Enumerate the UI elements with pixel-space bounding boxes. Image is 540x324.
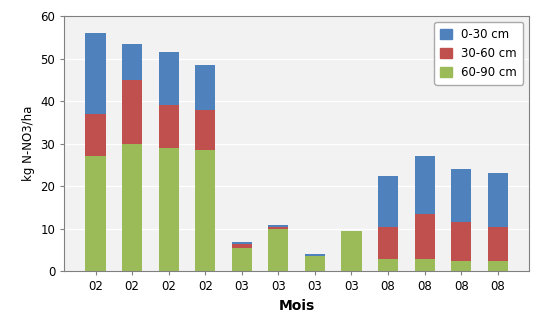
Bar	[195, 65, 215, 110]
Bar	[85, 33, 106, 114]
Bar	[268, 225, 288, 227]
Bar	[85, 156, 106, 271]
Bar	[415, 156, 435, 214]
Bar	[305, 254, 325, 256]
Bar	[415, 259, 435, 271]
Bar	[268, 229, 288, 271]
Bar	[268, 227, 288, 229]
Bar	[195, 150, 215, 271]
Bar	[159, 148, 179, 271]
Bar	[232, 241, 252, 244]
Bar	[159, 105, 179, 148]
Bar	[232, 248, 252, 271]
Bar	[451, 222, 471, 261]
Legend: 0-30 cm, 30-60 cm, 60-90 cm: 0-30 cm, 30-60 cm, 60-90 cm	[434, 22, 523, 85]
Bar	[488, 173, 508, 227]
Bar	[305, 256, 325, 271]
Bar	[85, 114, 106, 156]
Bar	[122, 80, 142, 144]
X-axis label: Mois: Mois	[279, 299, 315, 313]
Y-axis label: kg N-NO3/ha: kg N-NO3/ha	[22, 106, 35, 181]
Bar	[488, 261, 508, 271]
Bar	[488, 227, 508, 261]
Bar	[378, 176, 398, 227]
Bar	[341, 231, 361, 271]
Bar	[378, 259, 398, 271]
Bar	[451, 169, 471, 222]
Bar	[159, 52, 179, 105]
Bar	[122, 44, 142, 80]
Bar	[378, 227, 398, 259]
Bar	[451, 261, 471, 271]
Bar	[415, 214, 435, 259]
Bar	[195, 110, 215, 150]
Bar	[122, 144, 142, 271]
Bar	[232, 244, 252, 248]
